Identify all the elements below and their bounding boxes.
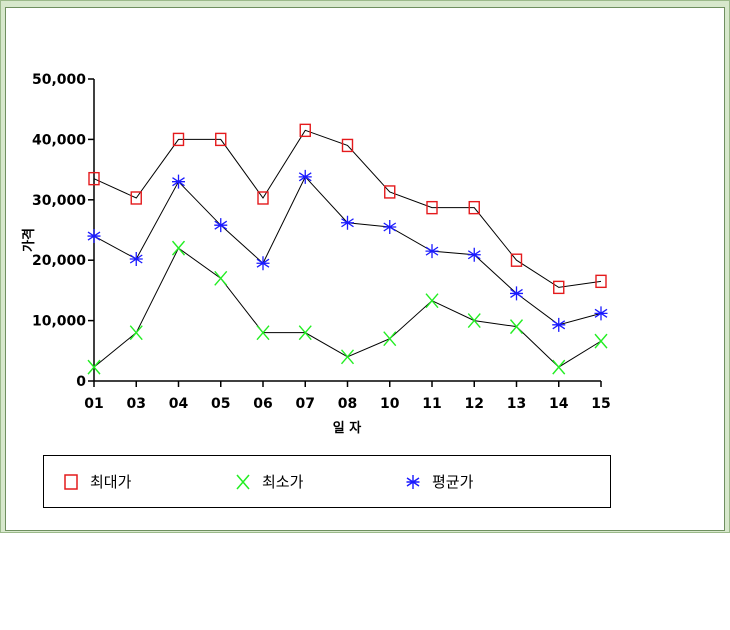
x-tick-label: 15: [591, 396, 610, 412]
data-point-min: [298, 325, 312, 341]
data-point-min: [594, 333, 608, 349]
data-point-min: [214, 270, 228, 286]
legend-item-max: 최대가: [62, 456, 131, 507]
x-tick-label: 12: [465, 396, 484, 412]
data-point-max: [553, 280, 565, 295]
y-tick-label: 40,000: [32, 132, 86, 148]
data-point-max: [299, 123, 311, 138]
data-point-avg: [467, 247, 481, 262]
x-tick-label: 05: [211, 396, 230, 412]
data-point-min: [467, 313, 481, 329]
data-point-max: [172, 132, 185, 147]
data-point-max: [468, 200, 480, 215]
data-point-avg: [172, 174, 185, 189]
data-point-avg: [129, 251, 143, 266]
series-lines: [93, 129, 602, 368]
data-point-max: [341, 138, 354, 153]
data-point-avg: [552, 317, 566, 332]
data-point-avg: [298, 169, 312, 184]
x-tick-label: 01: [84, 396, 103, 412]
data-point-avg: [594, 306, 608, 321]
legend-label-min: 최소가: [262, 473, 304, 491]
data-point-min: [425, 293, 439, 309]
data-point-min: [129, 325, 143, 341]
y-tick-label: 0: [76, 374, 86, 390]
data-point-max: [426, 200, 438, 215]
data-point-avg: [341, 215, 354, 230]
x-tick-label: 03: [127, 396, 146, 412]
y-axis-title: 가격: [22, 228, 37, 252]
data-point-max: [130, 191, 142, 205]
x-tick-label: 08: [338, 396, 357, 412]
square-marker-icon: [64, 473, 78, 490]
data-point-max: [510, 253, 523, 267]
data-point-min: [171, 240, 186, 256]
data-point-avg: [510, 286, 523, 301]
x-tick-label: 06: [253, 396, 272, 412]
legend-item-avg: 평균가: [404, 456, 473, 507]
x-tick-label: 07: [296, 396, 315, 412]
legend-label-max: 최대가: [90, 473, 132, 491]
y-tick-label: 10,000: [32, 314, 86, 330]
data-point-min: [509, 319, 524, 335]
chart-panel: 0 10,000 20,000 30,000 40,000 50,000 01 03 04 05 0…: [5, 7, 725, 531]
data-point-min: [383, 331, 397, 347]
series-line-max: [93, 129, 602, 288]
data-point-max: [384, 185, 396, 199]
x-tick-label: 04: [169, 396, 189, 412]
series-line-avg: [93, 175, 602, 326]
x-tick-label: 14: [549, 396, 569, 412]
data-point-min: [340, 349, 355, 365]
data-point-max: [88, 171, 100, 186]
y-tick-label: 30,000: [32, 193, 86, 209]
data-point-min: [552, 359, 566, 375]
data-point-avg: [383, 219, 397, 234]
x-tick-label: 13: [507, 396, 526, 412]
axes: 0 10,000 20,000 30,000 40,000 50,000 01 03 04 05 0…: [32, 72, 611, 412]
asterisk-marker-icon: [406, 474, 420, 489]
legend-item-min: 최소가: [234, 456, 303, 507]
data-point-avg: [214, 218, 228, 233]
legend-label-avg: 평균가: [432, 473, 474, 491]
data-point-avg: [256, 256, 270, 271]
data-point-max: [215, 132, 227, 147]
data-point-min: [256, 325, 270, 341]
line-chart: 0 10,000 20,000 30,000 40,000 50,000 01 03 04 05 0…: [22, 72, 611, 436]
y-tick-label: 50,000: [32, 72, 86, 88]
data-point-avg: [87, 229, 101, 244]
data-point-max: [595, 274, 607, 289]
x-axis-title: 일 자: [333, 421, 361, 436]
data-point-avg: [425, 244, 439, 259]
legend: 최대가 최소가 평균가: [43, 455, 611, 508]
x-tick-label: 11: [422, 396, 441, 412]
x-tick-label: 10: [380, 396, 400, 412]
y-tick-label: 20,000: [32, 253, 86, 269]
data-point-min: [87, 359, 101, 375]
data-point-max: [257, 191, 269, 205]
x-marker-icon: [236, 474, 250, 489]
series-markers: [87, 123, 608, 375]
chart-frame: 0 10,000 20,000 30,000 40,000 50,000 01 03 04 05 0…: [0, 0, 730, 533]
